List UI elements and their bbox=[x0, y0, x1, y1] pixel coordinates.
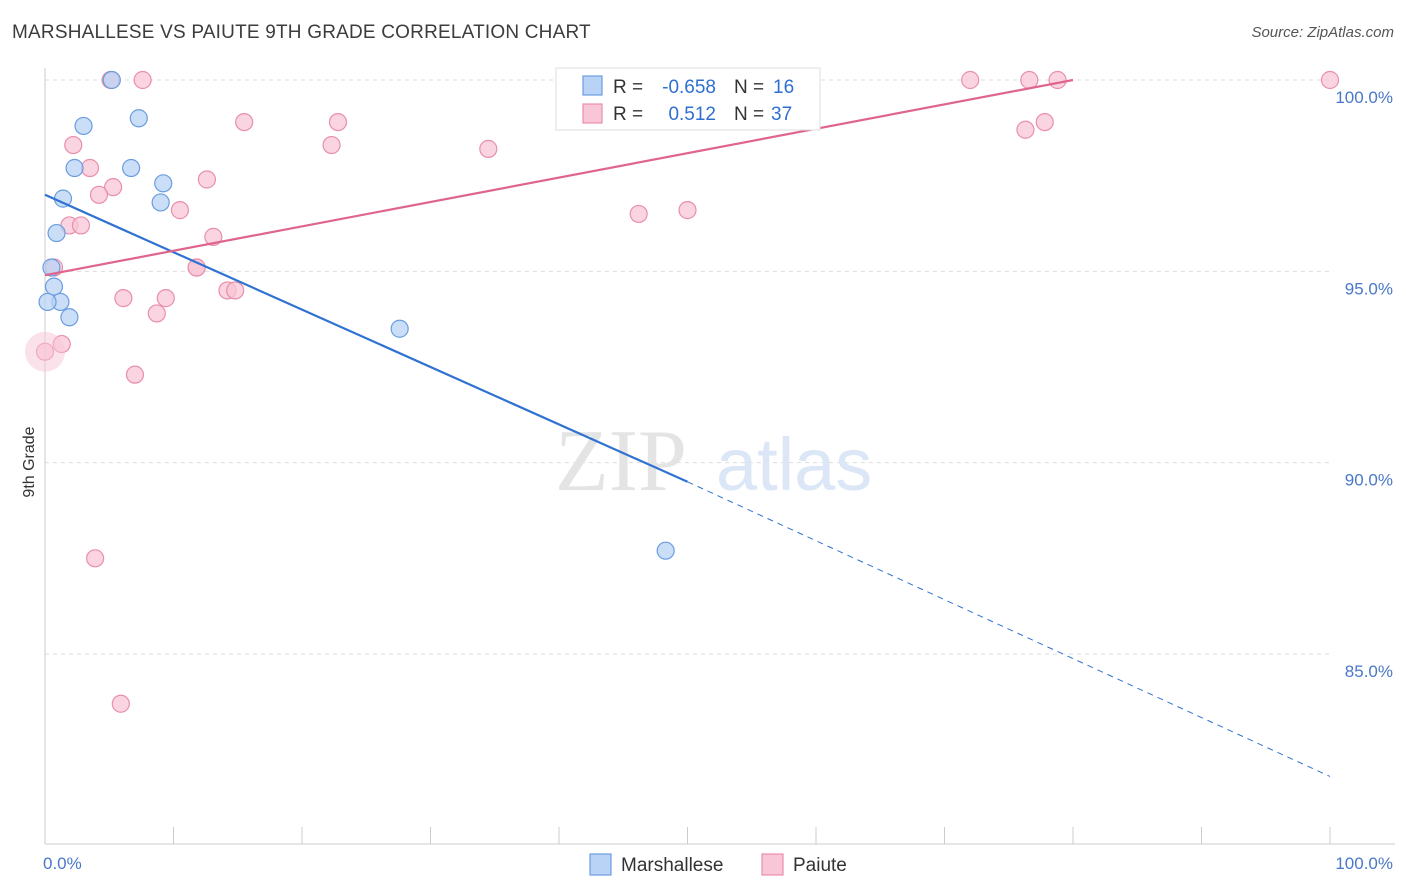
marshallese-point bbox=[390, 319, 409, 338]
marshallese-point bbox=[656, 541, 675, 560]
legend-marshallese-n-value: 16 bbox=[773, 77, 794, 98]
legend-paiute-n-value: 37 bbox=[771, 104, 792, 125]
legend-marshallese-n-label: N = bbox=[734, 77, 764, 98]
marshallese-point bbox=[42, 258, 61, 277]
paiute-point bbox=[114, 289, 133, 308]
paiute-point bbox=[197, 170, 217, 189]
y-axis-title: 9th Grade bbox=[21, 426, 38, 497]
paiute-point bbox=[89, 185, 109, 204]
marshallese-point bbox=[60, 308, 79, 327]
paiute-point bbox=[1020, 70, 1039, 90]
legend-marshallese-swatch bbox=[582, 75, 603, 96]
x-tick-label-max: 100.0% bbox=[1335, 854, 1393, 873]
paiute-point bbox=[961, 70, 980, 90]
bottom-legend-marshallese-label: Marshallese bbox=[621, 855, 723, 876]
paiute-point bbox=[125, 365, 145, 384]
paiute-point bbox=[1016, 120, 1035, 139]
x-tick-label-min: 0.0% bbox=[43, 854, 82, 873]
legend: R = -0.658 N = 16 R = 0.512 N = 37 bbox=[555, 67, 821, 131]
paiute-trend-line bbox=[44, 78, 1074, 277]
paiute-point bbox=[1035, 112, 1054, 132]
paiute-point bbox=[104, 178, 123, 197]
bottom-legend: Marshallese Paiute bbox=[589, 853, 847, 876]
paiute-point bbox=[111, 694, 130, 713]
watermark-zip: ZIP bbox=[555, 413, 687, 510]
y-tick-label: 90.0% bbox=[1345, 471, 1393, 490]
paiute-point bbox=[156, 289, 175, 308]
paiute-point bbox=[71, 216, 91, 235]
paiute-point bbox=[133, 70, 152, 90]
paiute-point bbox=[80, 158, 100, 178]
marshallese-point bbox=[47, 223, 66, 243]
legend-marshallese-r-value: -0.658 bbox=[662, 77, 716, 98]
marshallese-point bbox=[151, 193, 170, 212]
y-tick-label: 85.0% bbox=[1345, 662, 1393, 681]
paiute-point bbox=[235, 112, 254, 132]
marshallese-points bbox=[38, 70, 675, 560]
marshallese-point bbox=[44, 277, 64, 296]
source-label: Source: ZipAtlas.com bbox=[1251, 24, 1394, 41]
marshallese-point bbox=[65, 158, 84, 178]
paiute-point bbox=[479, 139, 498, 158]
paiute-point bbox=[86, 549, 105, 568]
paiute-point bbox=[147, 304, 166, 323]
marshallese-trend-extension bbox=[687, 481, 1331, 777]
axes bbox=[44, 68, 1395, 845]
grid-lines bbox=[45, 79, 1330, 655]
legend-paiute-r-value: 0.512 bbox=[668, 104, 716, 125]
chart-title: MARSHALLESE VS PAIUTE 9TH GRADE CORRELAT… bbox=[12, 22, 591, 43]
paiute-point bbox=[1048, 70, 1067, 90]
paiute-point bbox=[64, 135, 83, 155]
legend-paiute-r-label: R = bbox=[613, 104, 643, 125]
y-tick-label: 100.0% bbox=[1335, 88, 1393, 107]
paiute-point-large bbox=[25, 331, 65, 372]
watermark: ZIP atlas bbox=[555, 413, 872, 510]
paiute-point bbox=[629, 204, 648, 224]
legend-marshallese-r-label: R = bbox=[613, 77, 643, 98]
paiute-point bbox=[170, 201, 190, 220]
watermark-atlas: atlas bbox=[716, 423, 872, 506]
bottom-legend-marshallese-swatch bbox=[589, 853, 612, 876]
y-tick-label: 95.0% bbox=[1345, 279, 1393, 298]
bottom-legend-paiute-label: Paiute bbox=[793, 855, 847, 876]
marshallese-point bbox=[102, 70, 121, 90]
paiute-point bbox=[226, 281, 245, 300]
paiute-points bbox=[25, 70, 1340, 713]
tick-labels: 85.0% 90.0% 95.0% 100.0% 0.0% 100.0% bbox=[43, 88, 1393, 873]
paiute-point bbox=[322, 135, 341, 155]
legend-paiute-swatch bbox=[582, 103, 603, 124]
paiute-point bbox=[1320, 70, 1340, 90]
paiute-point bbox=[678, 201, 697, 220]
paiute-point bbox=[328, 112, 348, 132]
trend-lines bbox=[44, 78, 1331, 777]
bottom-legend-paiute-swatch bbox=[761, 853, 784, 876]
marshallese-point bbox=[74, 116, 93, 136]
marshallese-point bbox=[154, 174, 173, 193]
paiute-point bbox=[204, 227, 223, 246]
marshallese-trend-line bbox=[44, 193, 688, 483]
legend-paiute-n-label: N = bbox=[734, 104, 764, 125]
marshallese-point bbox=[129, 109, 148, 128]
marshallese-point bbox=[38, 292, 57, 312]
marshallese-point bbox=[121, 158, 141, 178]
